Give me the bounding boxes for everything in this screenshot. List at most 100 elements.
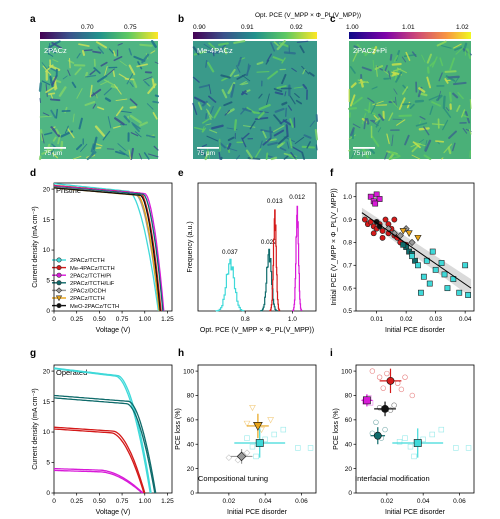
texture-stroke [193,50,207,56]
panel-g-axes: 0 0.25 0.50 0.75 1.00 1.25 0 5 10 15 20 Voltage (V)… [32,364,174,516]
texture-stroke [411,154,421,160]
texture-stroke [39,129,44,142]
texture-stroke [469,98,472,109]
x-tick-label: 0.50 [93,498,106,505]
texture-stroke [448,91,452,102]
texture-stroke [76,143,83,151]
x-axis-label: Initial PCE disorder [385,327,446,334]
texture-stroke [259,140,263,149]
texture-stroke [73,155,82,160]
panel-letter-g: g [30,348,36,359]
data-point [415,262,421,269]
data-point [399,228,407,235]
x-tick-label: 1.00 [138,498,151,505]
texture-stroke [143,152,150,160]
texture-stroke [452,92,459,99]
data-point [271,431,277,438]
scalebar-c [353,147,375,149]
texture-stroke [401,56,407,63]
texture-stroke [114,117,125,126]
texture-stroke [74,67,82,76]
legend-label: Me-4PACz/TCTH [70,266,115,272]
texture-stroke [43,132,53,136]
data-point [444,285,451,292]
texture-stroke [283,155,289,160]
data-point [391,216,398,223]
y-tick-label: 100 [341,368,352,375]
texture-stroke [284,91,287,97]
texture-stroke [411,51,417,58]
texture-stroke [113,56,123,62]
texture-stroke [84,71,89,78]
y-axis-label: PCE loss (%) [175,408,182,450]
map-image-c [349,41,471,159]
data-point [382,216,389,223]
texture-stroke [391,62,402,66]
texture-stroke [71,81,77,88]
panel-letter-f: f [330,168,334,179]
mean-point [362,396,371,405]
texture-stroke [431,123,445,126]
data-point [438,260,445,266]
colorbar-c [349,32,471,39]
jv-curve [53,428,145,494]
x-tick-label: 1.00 [138,316,151,323]
texture-stroke [223,45,228,55]
texture-stroke [97,46,105,54]
texture-stroke [249,120,256,130]
texture-stroke [270,42,276,52]
x-tick-label: 0.75 [116,316,129,323]
texture-stroke [281,57,286,64]
texture-stroke [454,46,463,51]
texture-stroke [90,142,95,153]
texture-stroke [89,84,93,98]
texture-stroke [194,126,205,131]
y-tick-label: 0.7 [343,262,352,269]
jv-curve [53,394,157,494]
texture-stroke [426,76,432,89]
data-point [411,453,417,460]
texture-stroke [84,101,96,107]
texture-stroke [55,128,60,135]
texture-stroke [94,125,106,137]
colorbar-tick-a-0: 0.70 [81,24,94,31]
data-point [465,292,471,298]
texture-stroke [102,130,111,141]
texture-stroke [192,46,200,56]
legend-label: 2PACz/TCTH [70,258,105,264]
texture-stroke [147,83,157,95]
x-tick-label: 0.01 [370,316,383,323]
texture-stroke [454,76,460,84]
texture-stroke [49,98,61,102]
texture-stroke [309,120,316,128]
texture-stroke [116,106,124,117]
y-tick-label: 10 [43,429,51,436]
texture-stroke [112,70,116,78]
texture-stroke [128,48,133,56]
texture-stroke [207,61,215,73]
texture-stroke [466,48,471,59]
x-tick-label: 1.25 [161,498,174,505]
texture-stroke [267,155,274,159]
texture-stroke [428,94,441,101]
texture-stroke [237,56,242,67]
panel-d-axes: 0 0.25 0.50 0.75 1.00 1.25 0 5 10 15 20 Voltage (V)… [32,182,174,334]
texture-stroke [378,113,385,121]
data-point [398,386,405,393]
texture-stroke [366,117,370,125]
texture-stroke [100,80,109,86]
texture-stroke [294,136,305,145]
data-point [373,191,380,198]
y-axis-label: Initial PCE (V_MPP × Φ_PL(V_MPP)) [331,188,338,305]
texture-stroke [103,87,112,96]
texture-stroke [209,129,218,134]
texture-stroke [267,70,279,80]
legend-marker [55,287,63,294]
data-point [402,374,408,380]
texture-stroke [206,108,213,118]
texture-stroke [247,157,261,160]
texture-stroke [256,71,270,73]
texture-stroke [401,86,409,95]
data-point [453,445,459,451]
texture-stroke [239,81,247,86]
